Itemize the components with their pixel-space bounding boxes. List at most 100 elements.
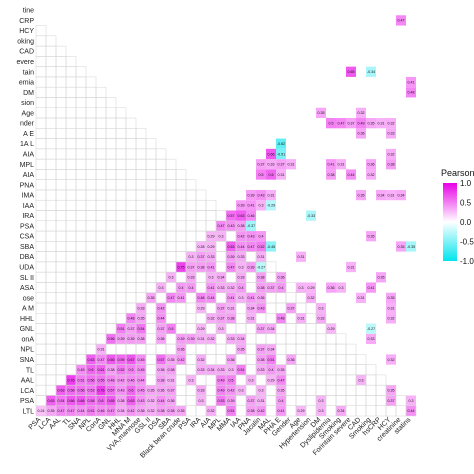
heatmap-cell	[216, 313, 226, 324]
cell-value-label: 0.37	[218, 317, 225, 321]
grid-cell	[35, 220, 47, 232]
heatmap-cell	[226, 282, 236, 293]
grid-cell	[95, 313, 107, 324]
heatmap-cell	[336, 159, 346, 170]
cell-value-label: 0.42	[118, 378, 125, 382]
cell-value-label: 0.37	[158, 327, 165, 331]
cell-value-label: 0.31	[338, 163, 345, 167]
cell-value-label: 0.38	[258, 358, 265, 362]
cell-value-label: 0.45	[78, 368, 85, 372]
grid-cell	[135, 210, 147, 222]
cell-value-label: 0.39	[118, 337, 125, 341]
heatmap-cell	[176, 261, 186, 273]
grid-cell	[125, 148, 137, 160]
cell-value-label: 0.47	[108, 409, 115, 413]
grid-cell	[145, 302, 157, 314]
grid-cell	[55, 117, 67, 129]
grid-cell	[35, 313, 47, 324]
cell-value-label: 0.44	[408, 409, 415, 413]
grid-cell	[185, 302, 197, 314]
grid-cell	[295, 395, 307, 406]
grid-cell	[145, 241, 157, 252]
grid-cell	[65, 230, 77, 242]
grid-cell	[135, 189, 147, 201]
grid-cell	[405, 405, 417, 417]
grid-cell	[315, 364, 327, 376]
grid-cell	[135, 292, 147, 304]
grid-cell	[85, 323, 97, 335]
grid-cell	[245, 333, 257, 345]
cell-value-label: 0.47	[248, 245, 255, 249]
row-tick-label: tain	[23, 69, 34, 76]
heatmap-cell	[316, 405, 326, 416]
grid-cell	[55, 158, 67, 170]
heatmap-cell	[176, 344, 186, 355]
grid-cell	[115, 282, 127, 293]
grid-cell	[95, 169, 107, 180]
heatmap-cell	[366, 323, 376, 334]
heatmap-cell	[166, 292, 176, 303]
heatmap-cell	[56, 385, 66, 396]
heatmap-cell	[406, 241, 416, 252]
cell-value-label: 0.47	[278, 378, 285, 382]
heatmap-cell	[326, 282, 336, 293]
grid-cell	[175, 364, 187, 376]
grid-cell	[35, 230, 47, 242]
grid-cell	[295, 354, 307, 365]
cell-value-label: 0.63	[128, 399, 135, 403]
heatmap-cell	[116, 354, 126, 365]
legend-colorbar	[443, 183, 457, 261]
grid-cell	[95, 282, 107, 293]
cell-value-label: 0.3	[259, 389, 264, 393]
grid-cell	[135, 138, 147, 150]
heatmap-cell	[136, 385, 146, 396]
heatmap-cell	[76, 395, 86, 406]
cell-value-label: 0.65	[348, 70, 355, 74]
grid-cell	[115, 210, 127, 222]
heatmap-cell	[386, 313, 396, 324]
cell-value-label: 0.48	[278, 317, 285, 321]
cell-value-label: -0.51	[277, 152, 285, 156]
grid-cell	[185, 210, 197, 222]
grid-cell	[165, 241, 177, 252]
heatmap-cell	[266, 374, 276, 386]
grid-cell	[175, 220, 187, 232]
grid-cell	[95, 138, 107, 150]
heatmap-cell	[206, 272, 216, 283]
grid-cell	[295, 384, 307, 396]
heatmap-cell	[56, 405, 66, 416]
grid-cell	[135, 282, 147, 293]
cell-value-label: 0.44	[138, 378, 145, 382]
grid-cell	[135, 251, 147, 263]
heatmap-cell	[386, 148, 396, 160]
grid-cell	[145, 169, 157, 180]
legend-tick-label: -1.0	[460, 257, 474, 266]
cell-value-label: -0.34	[367, 70, 375, 74]
heatmap-cell	[256, 231, 266, 242]
grid-cell	[175, 302, 187, 314]
grid-cell	[35, 384, 47, 396]
heatmap-cell	[256, 159, 266, 170]
grid-cell	[165, 282, 177, 293]
legend-title: Pearson	[441, 168, 474, 178]
grid-cell	[175, 210, 187, 222]
grid-cell	[265, 384, 277, 396]
cell-value-label: 0.35	[148, 389, 155, 393]
heatmap-cell	[216, 364, 226, 375]
grid-cell	[335, 364, 347, 376]
grid-cell	[65, 138, 77, 150]
grid-cell	[115, 343, 127, 355]
cell-value-label: 0.46	[128, 378, 135, 382]
grid-cell	[175, 251, 187, 263]
heatmap-cell	[136, 333, 146, 345]
grid-cell	[85, 107, 97, 119]
cell-value-label: 0.76	[98, 389, 105, 393]
grid-cell	[165, 189, 177, 201]
grid-cell	[345, 384, 357, 396]
cell-value-label: 0.36	[358, 132, 365, 136]
grid-cell	[45, 261, 57, 273]
cell-value-label: 0.43	[118, 389, 125, 393]
grid-cell	[275, 292, 287, 304]
heatmap-cell	[246, 395, 256, 406]
heatmap-cell	[376, 118, 386, 129]
